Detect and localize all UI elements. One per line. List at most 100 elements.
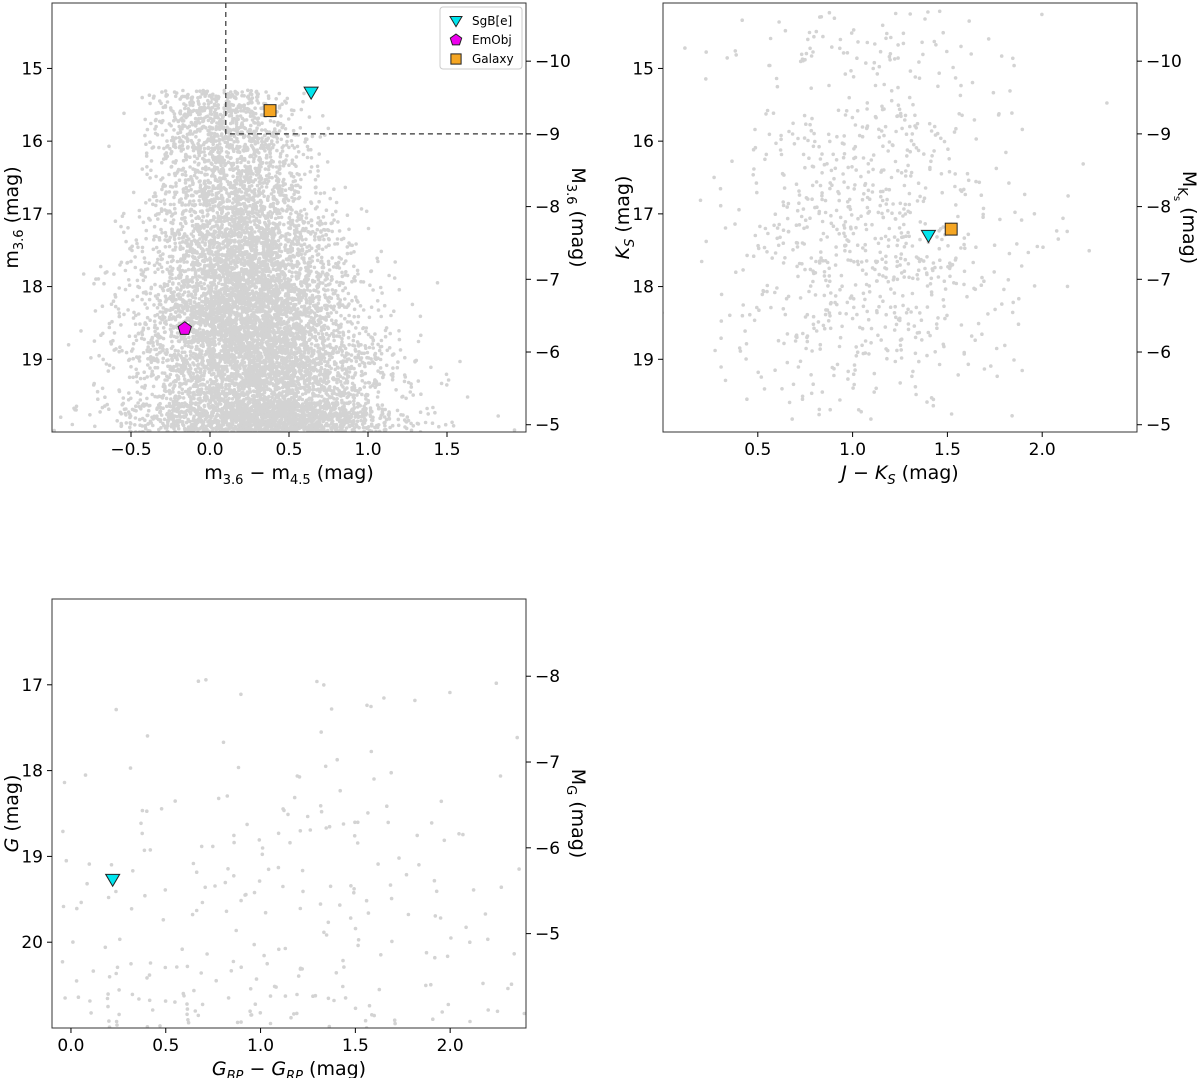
- background-point: [180, 224, 185, 229]
- background-point: [192, 396, 196, 401]
- background-point: [335, 280, 339, 284]
- background-point: [253, 106, 257, 110]
- background-point: [194, 89, 199, 94]
- background-point: [324, 245, 328, 249]
- background-point: [269, 133, 274, 138]
- background-point: [264, 174, 269, 178]
- background-point: [287, 232, 292, 237]
- background-point: [107, 363, 112, 368]
- background-point: [307, 305, 312, 310]
- background-point: [143, 260, 147, 265]
- background-point: [163, 218, 167, 222]
- background-point: [352, 344, 357, 348]
- background-point: [279, 215, 284, 220]
- background-point: [258, 402, 262, 407]
- background-point: [191, 371, 196, 376]
- background-point: [322, 378, 327, 383]
- background-point: [332, 218, 336, 222]
- background-point: [345, 386, 349, 390]
- background-point: [394, 388, 398, 392]
- background-point: [214, 124, 219, 129]
- background-point: [301, 152, 306, 157]
- background-point: [312, 348, 316, 353]
- background-point: [278, 242, 283, 247]
- background-point: [248, 220, 253, 224]
- background-point: [320, 332, 325, 336]
- background-point: [180, 391, 185, 396]
- background-point: [176, 339, 181, 343]
- background-point: [230, 217, 234, 222]
- background-point: [113, 292, 117, 297]
- background-point: [396, 360, 400, 364]
- background-point: [167, 209, 172, 213]
- background-point: [376, 390, 381, 394]
- background-point: [187, 335, 191, 340]
- background-point: [153, 131, 158, 136]
- background-point: [211, 142, 215, 146]
- background-point: [173, 136, 178, 140]
- background-point: [191, 256, 196, 260]
- background-point: [122, 111, 126, 116]
- background-point: [222, 106, 226, 110]
- background-point: [48, 385, 52, 389]
- background-point: [324, 363, 329, 368]
- background-point: [133, 322, 138, 327]
- background-point: [243, 235, 248, 240]
- background-point: [328, 196, 333, 201]
- background-point: [388, 331, 393, 336]
- background-point: [377, 429, 382, 432]
- background-point: [373, 425, 377, 430]
- background-point: [327, 295, 332, 300]
- background-point: [262, 133, 267, 138]
- background-point: [290, 143, 295, 148]
- background-point: [278, 361, 282, 366]
- background-point: [191, 229, 196, 233]
- background-point: [164, 404, 169, 409]
- background-point: [112, 272, 116, 276]
- background-point: [375, 395, 380, 399]
- background-point: [330, 288, 335, 292]
- background-point: [330, 331, 334, 336]
- background-point: [217, 341, 221, 346]
- background-point: [390, 377, 395, 382]
- background-point: [317, 297, 321, 302]
- background-point: [296, 390, 301, 395]
- background-point: [302, 207, 307, 212]
- background-point: [216, 106, 221, 110]
- background-point: [167, 409, 172, 413]
- background-point: [173, 248, 177, 252]
- background-point: [181, 166, 186, 171]
- background-point: [152, 263, 157, 268]
- background-point: [159, 413, 164, 417]
- background-point: [227, 292, 232, 297]
- background-point: [201, 377, 206, 382]
- background-point: [176, 426, 181, 431]
- background-point: [451, 424, 456, 428]
- background-point: [180, 212, 185, 216]
- background-point: [155, 306, 160, 310]
- background-point: [249, 171, 253, 176]
- background-point: [295, 219, 299, 223]
- background-point: [185, 260, 189, 264]
- background-point: [195, 278, 199, 282]
- background-point: [316, 277, 321, 282]
- background-point: [74, 404, 79, 409]
- background-point: [140, 245, 145, 250]
- background-point: [392, 309, 396, 314]
- background-point: [128, 425, 132, 430]
- background-point: [289, 139, 294, 143]
- background-point: [234, 390, 238, 395]
- background-point: [415, 421, 420, 426]
- background-point: [290, 158, 295, 162]
- background-point: [290, 239, 295, 244]
- background-point: [375, 425, 380, 430]
- background-point: [366, 226, 371, 231]
- background-point: [216, 235, 221, 239]
- background-point: [153, 365, 157, 370]
- background-point: [155, 261, 159, 265]
- background-point: [352, 307, 357, 312]
- background-point: [292, 146, 297, 150]
- background-point: [343, 316, 347, 321]
- background-point: [149, 286, 153, 291]
- background-point: [354, 242, 358, 246]
